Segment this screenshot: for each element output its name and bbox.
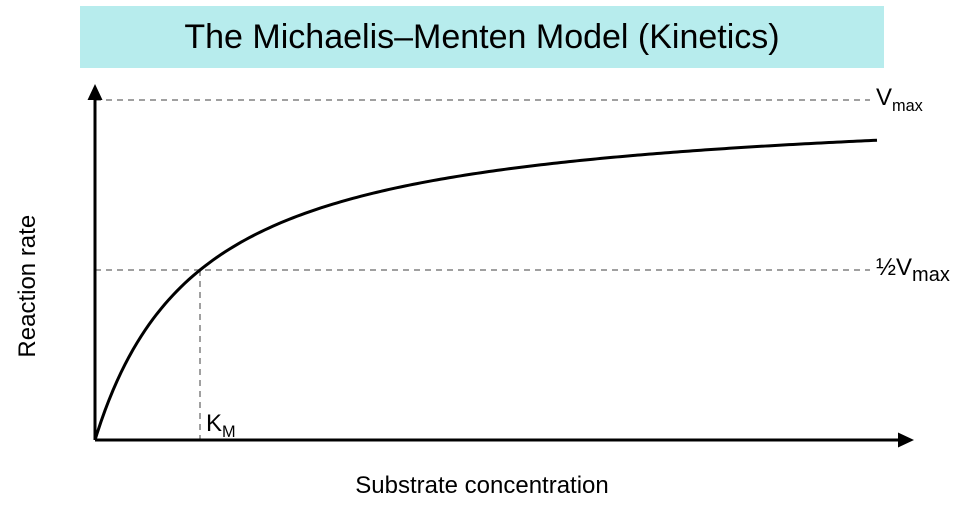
half-vmax-sub: max <box>912 264 950 286</box>
vmax-label: Vmax <box>876 84 923 116</box>
km-label: KM <box>206 410 236 442</box>
figure-container: The Michaelis–Menten Model (Kinetics) Re… <box>0 0 964 508</box>
y-axis-label: Reaction rate <box>14 215 42 358</box>
half-vmax-text: ½V <box>876 254 912 281</box>
plot-svg <box>0 70 964 508</box>
figure-title: The Michaelis–Menten Model (Kinetics) <box>184 18 779 57</box>
half-vmax-label: ½Vmax <box>876 254 950 287</box>
x-axis-label: Substrate concentration <box>355 472 609 500</box>
plot-area: Reaction rate Substrate concentration Vm… <box>0 70 964 508</box>
km-sub: M <box>222 423 236 441</box>
title-bar: The Michaelis–Menten Model (Kinetics) <box>80 6 884 68</box>
km-text: K <box>206 410 222 437</box>
vmax-text: V <box>876 84 892 111</box>
vmax-sub: max <box>892 97 923 115</box>
